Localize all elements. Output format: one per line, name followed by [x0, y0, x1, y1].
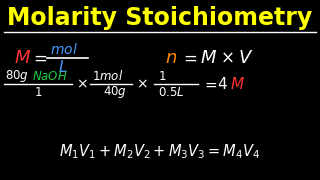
Text: $\mathit{L}$: $\mathit{L}$: [58, 59, 68, 75]
Text: $\mathit{mol}$: $\mathit{mol}$: [50, 42, 78, 57]
Text: $\mathit{0.5L}$: $\mathit{0.5L}$: [158, 86, 185, 98]
Text: $\mathit{80g}$: $\mathit{80g}$: [5, 68, 29, 84]
Text: $\mathit{n}$: $\mathit{n}$: [165, 49, 177, 67]
Text: Molarity Stoichiometry: Molarity Stoichiometry: [7, 6, 313, 30]
Text: $\mathit{M}$: $\mathit{M}$: [230, 76, 245, 92]
Text: $\times$: $\times$: [220, 49, 234, 67]
Text: $M_1V_1 + M_2V_2 + M_3V_3 = M_4V_4$: $M_1V_1 + M_2V_2 + M_3V_3 = M_4V_4$: [60, 143, 260, 161]
Text: $\mathit{1mol}$: $\mathit{1mol}$: [92, 69, 123, 83]
Text: $\mathit{M}$: $\mathit{M}$: [14, 49, 31, 67]
Text: $\mathit{M}$: $\mathit{M}$: [200, 49, 217, 67]
Text: $=$: $=$: [30, 49, 47, 67]
Text: $\mathit{1}$: $\mathit{1}$: [34, 86, 42, 98]
Text: $\mathit{NaOH}$: $\mathit{NaOH}$: [32, 69, 68, 82]
Text: $\mathit{1}$: $\mathit{1}$: [158, 69, 166, 82]
Text: $=$: $=$: [202, 76, 218, 91]
Text: $\times$: $\times$: [136, 77, 148, 91]
Text: $=$: $=$: [180, 49, 197, 67]
Text: $\mathit{4}$: $\mathit{4}$: [217, 76, 228, 92]
Text: $\times$: $\times$: [76, 77, 88, 91]
Text: $\mathit{V}$: $\mathit{V}$: [238, 49, 253, 67]
Text: $\mathit{40g}$: $\mathit{40g}$: [103, 84, 127, 100]
